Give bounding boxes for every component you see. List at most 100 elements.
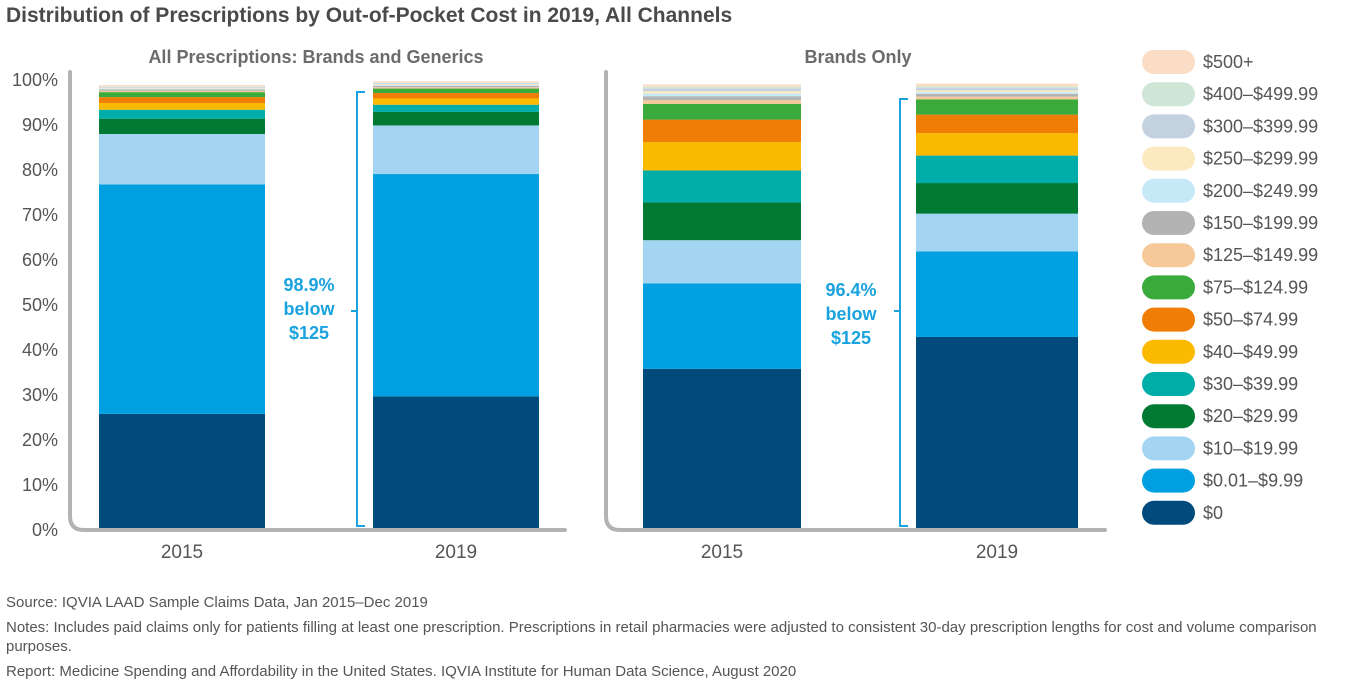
legend-label: $500+ bbox=[1203, 52, 1254, 72]
legend-item: $500+ bbox=[1142, 50, 1254, 74]
legend-item: $250–$299.99 bbox=[1142, 146, 1318, 171]
bar-segment bbox=[99, 134, 265, 185]
x-tick-label: 2019 bbox=[976, 542, 1018, 563]
legend-swatch bbox=[1142, 82, 1195, 107]
legend-label: $40–$49.99 bbox=[1203, 342, 1298, 362]
legend-label: $50–$74.99 bbox=[1203, 310, 1298, 330]
bar-segment bbox=[373, 84, 539, 85]
bar-segment bbox=[99, 102, 265, 110]
bar-segment bbox=[373, 93, 539, 99]
legend-label: $150–$199.99 bbox=[1203, 213, 1318, 233]
y-tick-label: 100% bbox=[12, 70, 58, 90]
annotation-label: below bbox=[825, 304, 877, 324]
legend-label: $0 bbox=[1203, 503, 1223, 523]
bar-segment bbox=[99, 118, 265, 134]
bar-segment bbox=[916, 336, 1078, 530]
x-tick-label: 2015 bbox=[161, 542, 203, 563]
y-tick-label: 90% bbox=[22, 115, 58, 135]
bar-segment bbox=[373, 111, 539, 126]
bar-segment bbox=[373, 84, 539, 86]
bar-segment bbox=[643, 119, 801, 143]
bar-segment bbox=[916, 155, 1078, 184]
legend-swatch bbox=[1142, 114, 1195, 139]
legend-item: $50–$74.99 bbox=[1142, 307, 1298, 332]
legend-label: $125–$149.99 bbox=[1203, 245, 1318, 265]
bar-segment bbox=[99, 184, 265, 414]
legend-swatch bbox=[1142, 468, 1195, 493]
legend-item: $20–$29.99 bbox=[1142, 404, 1298, 429]
bar-segment bbox=[916, 133, 1078, 156]
bar-segment bbox=[916, 88, 1078, 91]
legend-label: $10–$19.99 bbox=[1203, 438, 1298, 458]
bar-segment bbox=[99, 413, 265, 530]
bar-segment bbox=[373, 83, 539, 85]
axis-line bbox=[68, 70, 567, 532]
bar-segment bbox=[643, 170, 801, 203]
bar-segment bbox=[99, 88, 265, 90]
x-tick-label: 2015 bbox=[701, 542, 743, 563]
bar-segment bbox=[373, 104, 539, 112]
annotation-bracket bbox=[356, 91, 365, 527]
panel-2: Brands Only 2015 2019 96.4% below $125 bbox=[604, 47, 1107, 563]
legend-item: $150–$199.99 bbox=[1142, 211, 1318, 235]
y-tick-label: 20% bbox=[22, 430, 58, 450]
bar-segment bbox=[99, 86, 265, 88]
legend-swatch bbox=[1142, 50, 1195, 74]
bar-segment bbox=[643, 142, 801, 171]
legend-swatch bbox=[1142, 307, 1195, 332]
annotation-label: 96.4% bbox=[825, 280, 876, 300]
bar-segment bbox=[373, 98, 539, 105]
legend-label: $300–$399.99 bbox=[1203, 116, 1318, 136]
legend-label: $400–$499.99 bbox=[1203, 84, 1318, 104]
bar-segment bbox=[643, 93, 801, 97]
legend-swatch bbox=[1142, 243, 1195, 268]
bar-segment bbox=[99, 90, 265, 93]
legend: $500+ $400–$499.99 $300–$399.99 $250–$299.9… bbox=[1142, 50, 1318, 525]
bar-segment bbox=[643, 88, 801, 92]
axis-line bbox=[604, 70, 1107, 532]
bar-segment bbox=[916, 213, 1078, 252]
bar-segment bbox=[916, 86, 1078, 89]
bar-segment bbox=[99, 84, 265, 87]
annotation-label: $125 bbox=[831, 328, 871, 348]
bar-segment bbox=[373, 87, 539, 89]
bar-segment bbox=[99, 97, 265, 103]
legend-label: $75–$124.99 bbox=[1203, 277, 1308, 297]
bar-segment bbox=[643, 96, 801, 101]
y-tick-label: 0% bbox=[32, 520, 58, 540]
legend-item: $75–$124.99 bbox=[1142, 275, 1308, 300]
legend-label: $0.01–$9.99 bbox=[1203, 471, 1303, 491]
legend-item: $0.01–$9.99 bbox=[1142, 468, 1303, 493]
panel-1: All Prescriptions: Brands and Generics 20… bbox=[68, 47, 567, 563]
legend-item: $125–$149.99 bbox=[1142, 243, 1318, 268]
legend-label: $250–$299.99 bbox=[1203, 149, 1318, 169]
legend-label: $30–$39.99 bbox=[1203, 374, 1298, 394]
footer-report: Report: Medicine Spending and Affordabil… bbox=[6, 663, 797, 680]
bar-segment bbox=[99, 87, 265, 89]
bar-segment bbox=[643, 368, 801, 530]
y-tick-label: 80% bbox=[22, 160, 58, 180]
legend-item: $400–$499.99 bbox=[1142, 82, 1318, 107]
chart-title: Distribution of Prescriptions by Out-of-… bbox=[6, 4, 732, 27]
legend-label: $20–$29.99 bbox=[1203, 406, 1298, 426]
legend-item: $0 bbox=[1142, 500, 1223, 525]
bar-segment bbox=[373, 396, 539, 530]
legend-item: $300–$399.99 bbox=[1142, 114, 1318, 139]
legend-item: $200–$249.99 bbox=[1142, 178, 1318, 203]
panel-title: Brands Only bbox=[804, 47, 911, 67]
bar-segment bbox=[643, 202, 801, 241]
bar-segment bbox=[99, 92, 265, 98]
legend-swatch bbox=[1142, 146, 1195, 171]
y-tick-label: 10% bbox=[22, 475, 58, 495]
legend-item: $10–$19.99 bbox=[1142, 436, 1298, 461]
y-tick-label: 70% bbox=[22, 205, 58, 225]
bar-segment bbox=[916, 114, 1078, 134]
bar-segment bbox=[916, 183, 1078, 214]
legend-swatch bbox=[1142, 500, 1195, 525]
footer-notes: Notes: Includes paid claims only for pat… bbox=[6, 619, 1317, 655]
bar-segment bbox=[373, 85, 539, 88]
bar-segment bbox=[643, 91, 801, 94]
bar-segment bbox=[916, 93, 1078, 97]
bar-segment bbox=[373, 88, 539, 94]
annotation-label: below bbox=[283, 299, 335, 319]
